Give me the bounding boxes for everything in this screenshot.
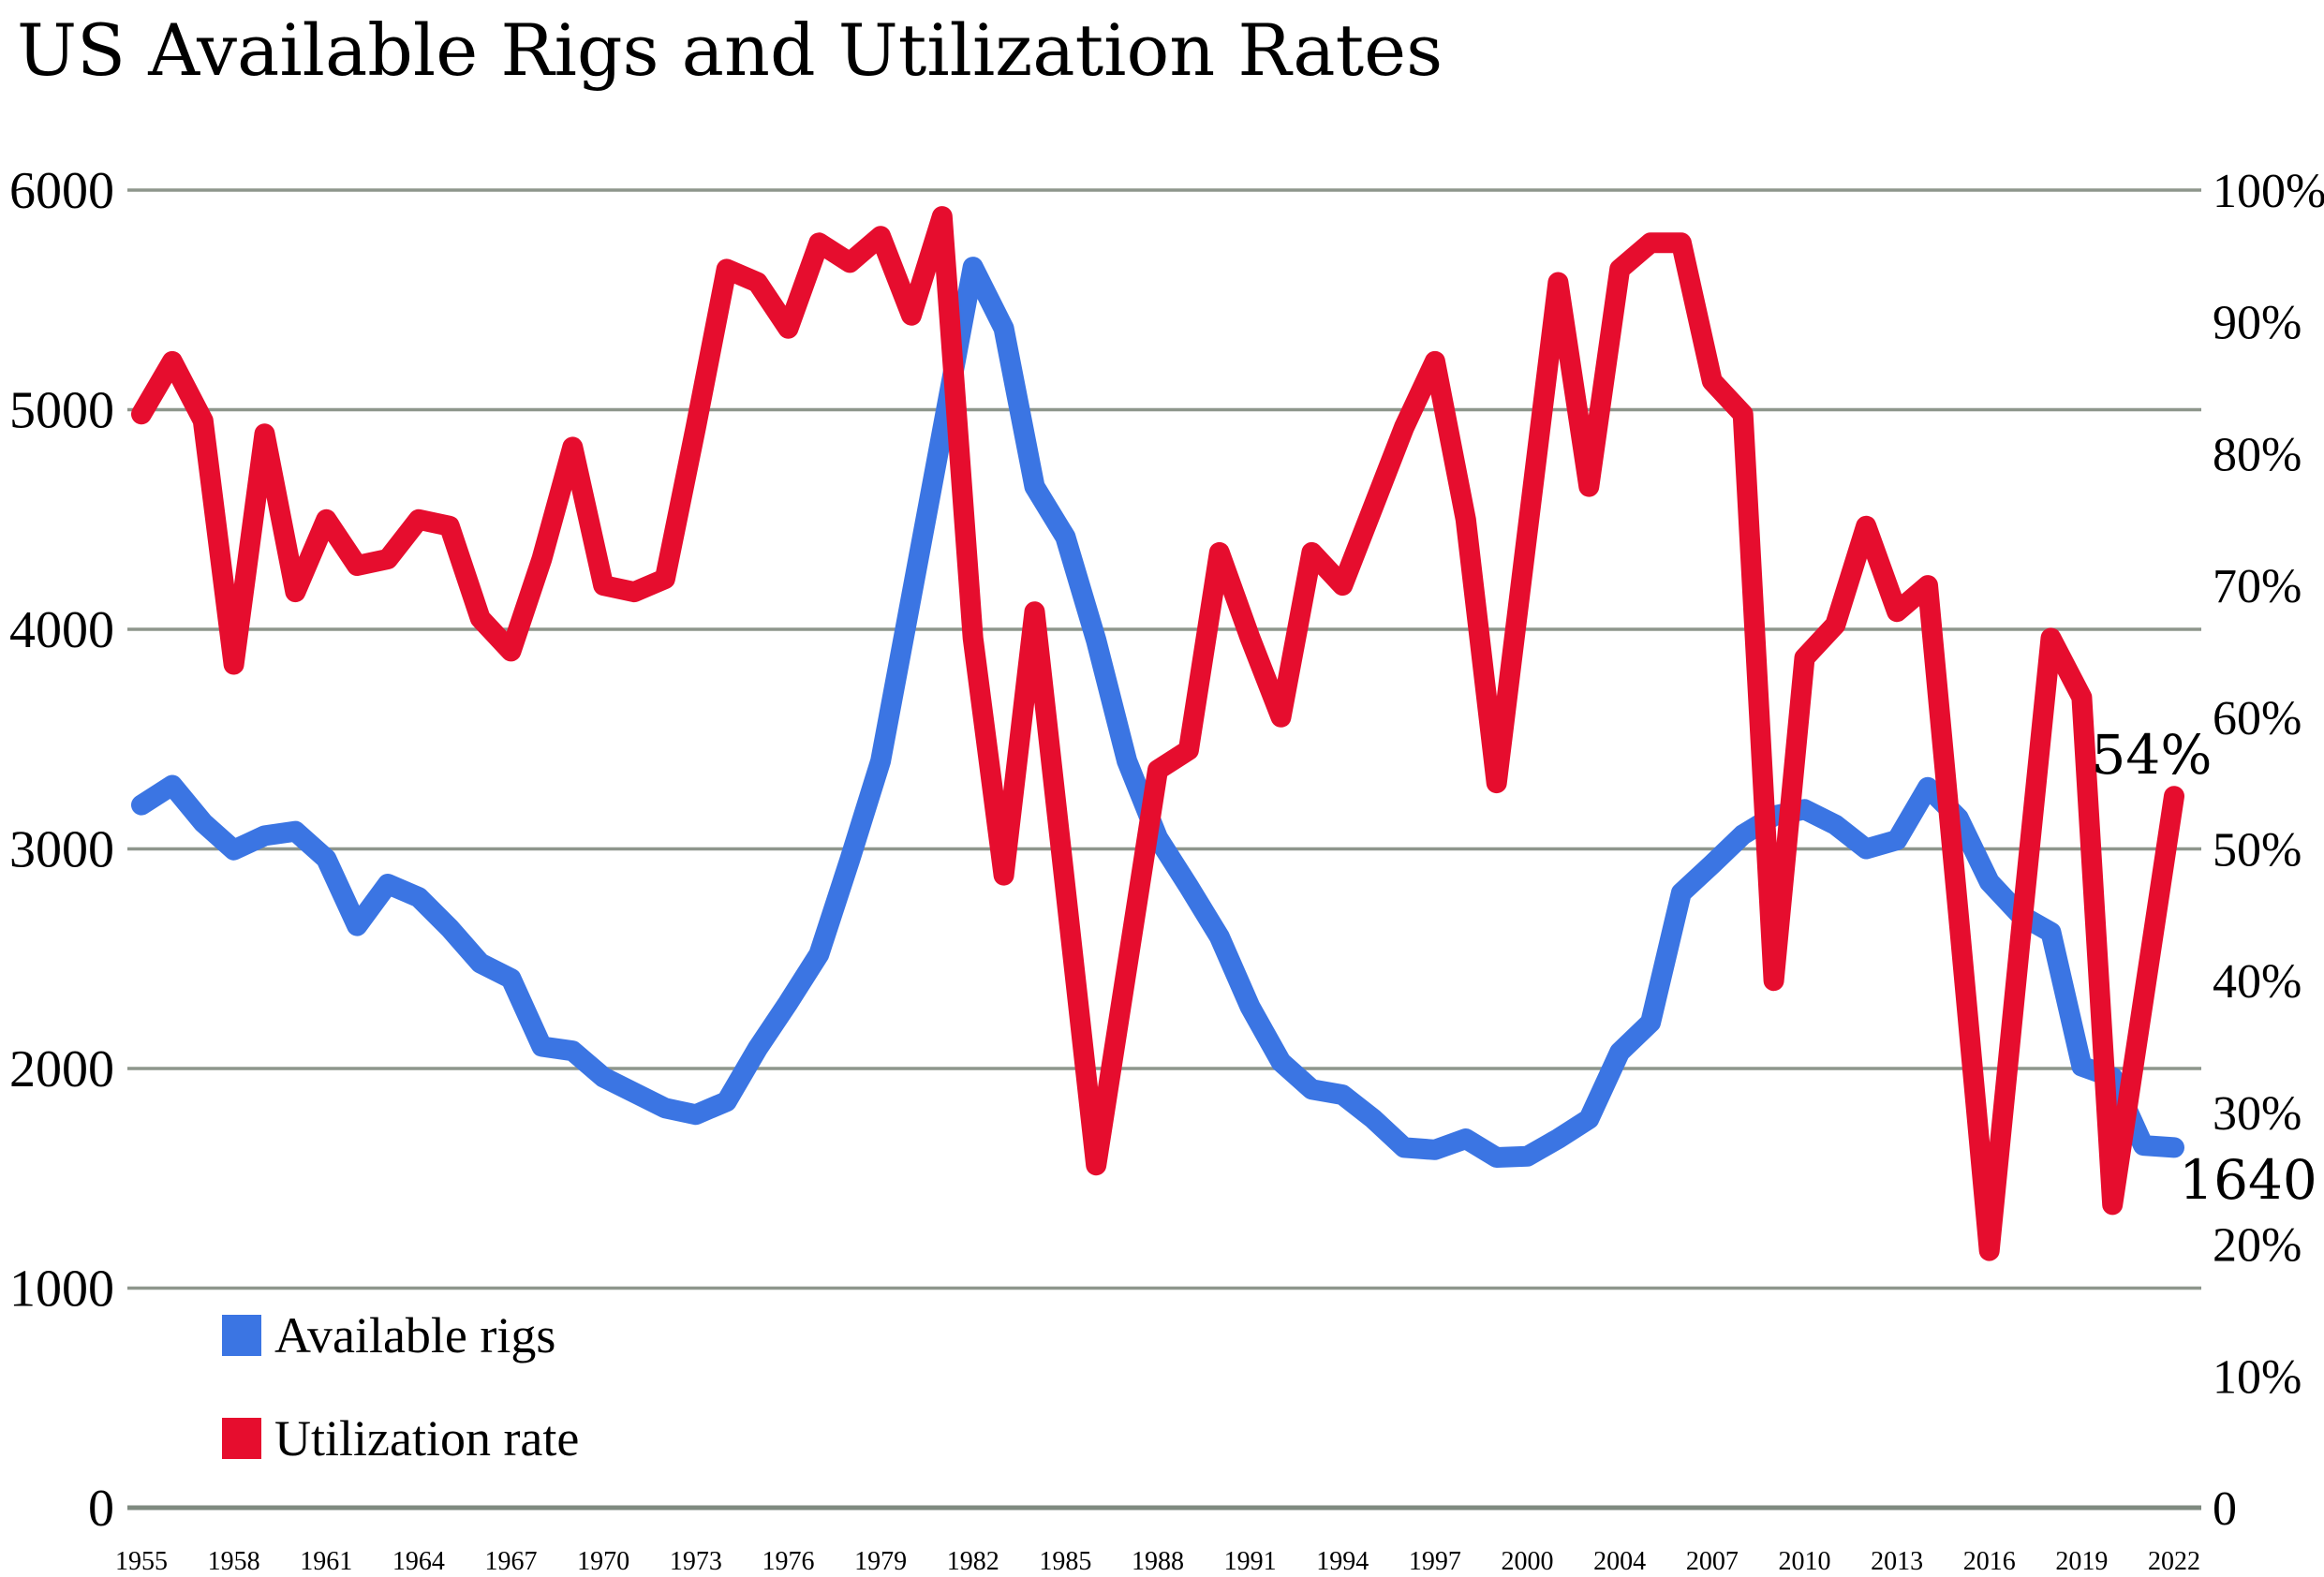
- chart-title: US Available Rigs and Utilization Rates: [17, 8, 1443, 92]
- x-axis-tick: 2013: [1871, 1547, 1923, 1576]
- x-axis-tick: 1988: [1132, 1547, 1184, 1576]
- legend-label-utilization-rate: Utilization rate: [274, 1410, 579, 1466]
- gridlines: [127, 188, 2201, 1511]
- x-axis-tick: 1997: [1409, 1547, 1461, 1576]
- x-axis-tick: 2019: [2055, 1547, 2108, 1576]
- y-axis-right-tick: 20%: [2213, 1219, 2302, 1273]
- x-axis-tick: 2022: [2148, 1547, 2200, 1576]
- x-axis-tick: 1979: [854, 1547, 907, 1576]
- y-axis-left-tick: 0: [88, 1480, 114, 1538]
- x-axis-tick: 1973: [670, 1547, 722, 1576]
- y-axis-left-tick: 6000: [9, 162, 114, 220]
- legend-swatch-utilization-rate: [222, 1418, 261, 1459]
- y-axis-right-tick: 70%: [2213, 560, 2302, 613]
- x-axis-tick: 1967: [485, 1547, 538, 1576]
- series-line-utilization-rate: [131, 206, 2184, 1261]
- y-axis-right-tick: 30%: [2213, 1087, 2302, 1141]
- legend-label-available-rigs: Available rigs: [274, 1307, 555, 1363]
- y-axis-left-tick: 5000: [9, 382, 114, 440]
- x-axis-tick: 2007: [1686, 1547, 1739, 1576]
- x-axis-tick: 1982: [947, 1547, 999, 1576]
- x-axis-tick: 1991: [1224, 1547, 1277, 1576]
- y-axis-right-tick: 10%: [2213, 1350, 2302, 1404]
- x-axis-tick: 2016: [1963, 1547, 2016, 1576]
- y-axis-right-tick: 60%: [2213, 692, 2302, 745]
- x-axis-tick: 2004: [1593, 1547, 1646, 1576]
- x-axis-tick: 1955: [115, 1547, 168, 1576]
- y-axis-left-labels: 6000 5000 4000 3000 2000 1000 0: [9, 162, 114, 1538]
- x-axis-tick: 1994: [1316, 1547, 1369, 1576]
- x-axis-tick: 1976: [762, 1547, 814, 1576]
- x-axis-tick: 1961: [300, 1547, 352, 1576]
- x-axis-tick: 2010: [1778, 1547, 1830, 1576]
- series-line-available-rigs: [131, 257, 2184, 1168]
- y-axis-right-tick: 100%: [2213, 165, 2324, 218]
- y-axis-left-tick: 4000: [9, 601, 114, 659]
- y-axis-right-tick: 40%: [2213, 955, 2302, 1009]
- y-axis-right-labels: 100% 90% 80% 70% 60% 50% 40% 30% 20% 10% 0: [2213, 165, 2324, 1536]
- y-axis-left-tick: 3000: [9, 821, 114, 879]
- x-axis-tick: 1964: [392, 1547, 445, 1576]
- x-axis-labels: 1955 1958 1961 1964 1967 1970 1973 1976 1979 1982…: [115, 1547, 2200, 1576]
- y-axis-left-tick: 2000: [9, 1040, 114, 1098]
- y-axis-right-tick: 0: [2213, 1482, 2237, 1536]
- x-axis-tick: 1958: [208, 1547, 260, 1576]
- y-axis-right-tick: 50%: [2213, 824, 2302, 877]
- legend-swatch-available-rigs: [222, 1315, 261, 1356]
- x-axis-tick: 1985: [1039, 1547, 1091, 1576]
- annotation-utilization-last: 54%: [2092, 723, 2213, 787]
- series-lines: [131, 206, 2184, 1261]
- annotation-rigs-last: 1640: [2179, 1148, 2317, 1212]
- y-axis-right-tick: 90%: [2213, 297, 2302, 350]
- legend: Available rigs Utilization rate: [222, 1307, 579, 1466]
- y-axis-right-tick: 80%: [2213, 428, 2302, 481]
- x-axis-tick: 2000: [1502, 1547, 1554, 1576]
- y-axis-left-tick: 1000: [9, 1260, 114, 1319]
- x-axis-tick: 1970: [577, 1547, 629, 1576]
